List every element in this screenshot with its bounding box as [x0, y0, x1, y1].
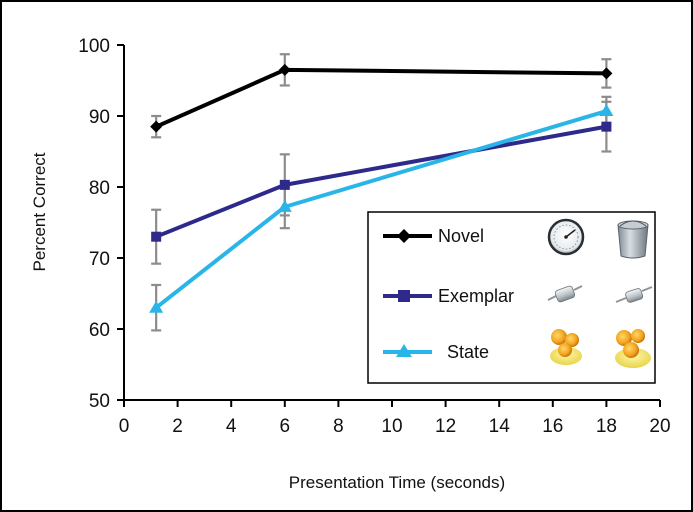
- x-tick-label: 14: [489, 416, 511, 437]
- jello-icon-b: [615, 329, 651, 368]
- bucket-icon: [617, 220, 649, 259]
- x-tick-label: 0: [119, 416, 130, 437]
- legend-marker-state: [396, 344, 412, 357]
- y-tick-label: 50: [89, 391, 110, 412]
- x-tick-label: 18: [596, 416, 617, 437]
- filter-part-icon-a: [547, 285, 583, 303]
- x-tick-label: 6: [280, 416, 291, 437]
- data-point-novel: [600, 67, 613, 80]
- gauge-icon: [547, 218, 585, 256]
- legend-marker-novel: [397, 229, 411, 243]
- x-tick-label: 16: [542, 416, 563, 437]
- data-point-novel: [278, 63, 291, 76]
- ticks-layer: 0 2 4 6 8 10 12 14 16 18 20 50 60 70 80 90 100: [78, 36, 670, 437]
- x-tick-label: 4: [226, 416, 237, 437]
- x-tick-label: 20: [649, 416, 670, 437]
- x-tick-label: 10: [381, 416, 402, 437]
- y-tick-label: 70: [89, 249, 110, 270]
- x-axis-title: Presentation Time (seconds): [289, 473, 505, 492]
- y-tick-label: 100: [78, 36, 110, 57]
- legend-label-state: State: [447, 342, 489, 362]
- filter-part-icon-b: [615, 286, 653, 303]
- jello-icon-a: [550, 329, 582, 365]
- data-point-state: [599, 104, 614, 117]
- markers-layer: [149, 63, 614, 313]
- data-point-exemplar: [151, 231, 162, 242]
- legend: Novel Exemplar State: [367, 211, 656, 384]
- y-tick-label: 60: [89, 320, 110, 341]
- x-tick-label: 8: [333, 416, 344, 437]
- legend-label-exemplar: Exemplar: [438, 286, 514, 306]
- legend-marker-exemplar: [398, 290, 410, 302]
- y-tick-label: 90: [89, 107, 110, 128]
- y-axis-title: Percent Correct: [30, 152, 49, 271]
- data-point-exemplar: [279, 179, 290, 190]
- x-tick-label: 12: [435, 416, 456, 437]
- data-point-novel: [150, 120, 163, 133]
- data-point-state: [277, 199, 292, 212]
- legend-label-novel: Novel: [438, 226, 484, 246]
- x-tick-label: 2: [172, 416, 183, 437]
- y-tick-label: 80: [89, 178, 110, 199]
- data-point-state: [149, 300, 164, 313]
- data-point-exemplar: [601, 121, 612, 132]
